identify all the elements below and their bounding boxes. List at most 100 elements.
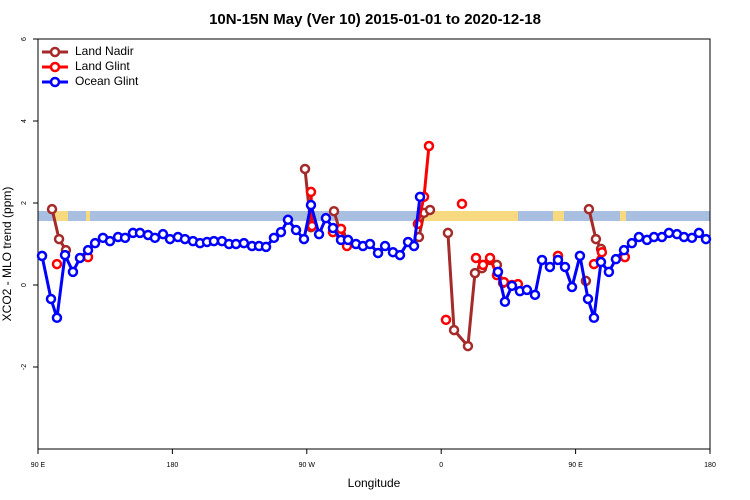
data-point [424,204,436,216]
legend-label: Ocean Glint [75,74,139,88]
data-point [59,249,71,261]
data-point [559,261,571,273]
data-point [104,235,116,247]
data-point [268,232,280,244]
data-point [298,233,310,245]
data-point [583,203,595,215]
x-tick-label: 90 E [31,462,46,469]
x-tick-label: 180 [167,462,179,469]
data-point [408,240,420,252]
y-tick-label: -2 [21,364,28,370]
y-tick-label: 6 [21,37,28,41]
ocean-strip [38,211,710,221]
data-point [51,312,63,324]
y-tick-label: 0 [21,283,28,287]
data-point [582,293,594,305]
data-point [342,234,354,246]
data-point [442,227,454,239]
data-point [275,226,287,238]
land-patch [553,211,564,221]
data-point [313,228,325,240]
data-point [149,232,161,244]
data-point [53,233,65,245]
plot-frame [37,38,711,450]
legend-swatch-point [49,61,61,73]
data-point [51,258,63,270]
data-point [305,199,317,211]
legend-swatch-point [49,76,61,88]
data-point [470,252,482,264]
data-point [686,232,698,244]
data-point [588,312,600,324]
x-tick-label: 0 [439,462,443,469]
series [46,163,607,352]
data-point [544,261,556,273]
data-point [595,256,607,268]
data-point [536,254,548,266]
x-tick-label: 90 W [299,462,316,469]
data-point [36,250,48,262]
x-axis-label: Longitude [348,476,401,490]
land-patch [620,211,626,221]
data-point [119,232,131,244]
x-tick-label: 180 [704,462,716,469]
data-point [320,212,332,224]
data-point [610,253,622,265]
data-point [596,246,608,258]
data-point [394,249,406,261]
data-point [462,340,474,352]
data-point [260,241,272,253]
data-point [477,259,489,271]
data-point [305,186,317,198]
data-point [440,314,452,326]
data-point [499,296,511,308]
legend-label: Land Glint [75,59,130,73]
land-patch [55,211,68,221]
land-patch [86,211,90,221]
data-point [328,205,340,217]
data-point [484,252,496,264]
data-point [469,267,481,279]
data-point [74,252,86,264]
y-tick-label: 2 [21,201,28,205]
data-point [46,203,58,215]
series [36,191,712,324]
data-point [626,237,638,249]
map-strip [38,211,710,221]
x-tick-label: 90 E [568,462,583,469]
data-point [552,254,564,266]
data-point [372,247,384,259]
data-point [364,238,376,250]
data-point [134,227,146,239]
data-point [700,233,712,245]
data-point [566,281,578,293]
data-point [506,280,518,292]
data-point [208,235,220,247]
data-point [327,222,339,234]
y-tick-label: 4 [21,119,28,123]
data-point [603,266,615,278]
data-point [448,324,460,336]
data-point [89,237,101,249]
data-point [590,233,602,245]
data-point [179,233,191,245]
data-point [82,244,94,256]
data-point [238,237,250,249]
land-patch [418,211,518,221]
data-point [633,231,645,243]
data-point [618,244,630,256]
data-point [45,293,57,305]
data-point [67,266,79,278]
data-point [335,223,347,235]
data-point [693,227,705,239]
chart-title: 10N-15N May (Ver 10) 2015-01-01 to 2020-… [209,11,541,28]
data-point [521,284,533,296]
data-point [492,266,504,278]
y-axis-label: XCO2 - MLO trend (ppm) [0,187,14,322]
series-line [50,168,603,348]
legend-label: Land Nadir [75,44,134,58]
legend-swatch-point [49,46,61,58]
data-point [299,163,311,175]
data-point [282,214,294,226]
